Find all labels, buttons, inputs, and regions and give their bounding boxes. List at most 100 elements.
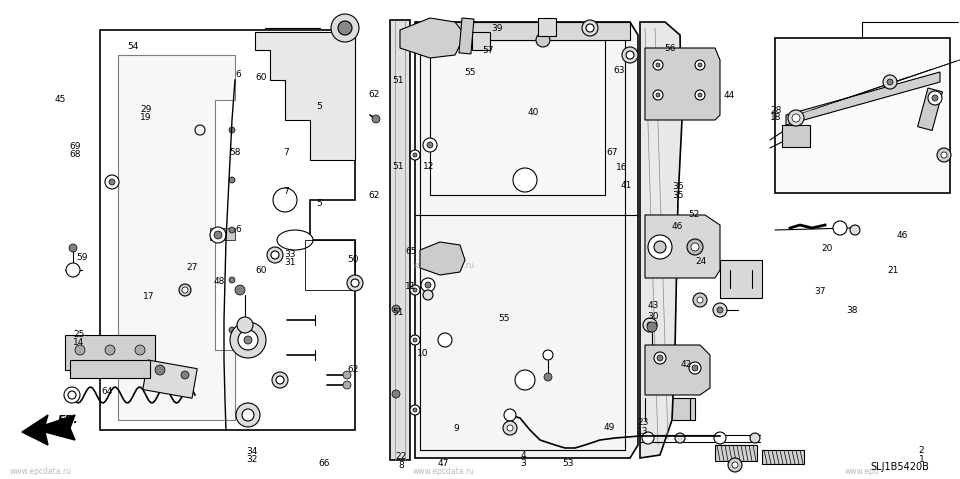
Text: 62: 62 — [348, 365, 359, 374]
Text: www.epcdata.ru: www.epcdata.ru — [413, 261, 475, 270]
Bar — [640, 398, 695, 420]
Text: 5: 5 — [316, 199, 322, 208]
Circle shape — [850, 225, 860, 235]
Text: 51: 51 — [393, 76, 404, 85]
Bar — [305, 240, 355, 290]
Text: 5: 5 — [316, 102, 322, 111]
Text: 28: 28 — [770, 106, 781, 114]
Circle shape — [507, 425, 513, 431]
Circle shape — [582, 20, 598, 36]
Circle shape — [237, 317, 253, 333]
Circle shape — [653, 90, 663, 100]
Circle shape — [654, 352, 666, 364]
Circle shape — [276, 376, 284, 384]
Circle shape — [244, 336, 252, 344]
Circle shape — [135, 345, 145, 355]
Text: 47: 47 — [438, 459, 449, 468]
Circle shape — [69, 244, 77, 252]
Text: 21: 21 — [887, 266, 899, 275]
Circle shape — [392, 305, 400, 313]
Circle shape — [229, 177, 235, 183]
Circle shape — [697, 297, 703, 303]
Text: 8: 8 — [398, 461, 404, 470]
Circle shape — [647, 322, 653, 328]
Circle shape — [656, 93, 660, 97]
Text: 57: 57 — [482, 46, 493, 55]
Circle shape — [932, 95, 938, 101]
Text: www.epcdata.ru: www.epcdata.ru — [10, 467, 72, 476]
Text: 37: 37 — [814, 287, 826, 296]
Polygon shape — [645, 345, 710, 395]
Circle shape — [210, 227, 226, 243]
Text: 60: 60 — [255, 73, 267, 82]
Text: www.epcdata.ru: www.epcdata.ru — [413, 467, 475, 476]
Circle shape — [267, 247, 283, 263]
Bar — [918, 88, 943, 130]
Text: 23: 23 — [637, 418, 649, 427]
Circle shape — [695, 60, 705, 70]
Polygon shape — [640, 22, 682, 458]
Circle shape — [109, 179, 115, 185]
Circle shape — [338, 21, 352, 35]
Text: 31: 31 — [284, 258, 296, 267]
Text: 53: 53 — [563, 459, 574, 468]
Polygon shape — [390, 20, 410, 460]
Circle shape — [717, 307, 723, 313]
Bar — [472, 32, 490, 50]
Circle shape — [648, 235, 672, 259]
Text: 25: 25 — [73, 330, 84, 339]
Circle shape — [928, 91, 942, 105]
Text: 40: 40 — [527, 108, 539, 117]
Text: 30: 30 — [647, 312, 659, 320]
Text: 7: 7 — [283, 148, 289, 157]
Circle shape — [229, 227, 235, 233]
Circle shape — [689, 362, 701, 374]
Text: 13: 13 — [637, 427, 649, 435]
Text: 42: 42 — [681, 360, 692, 368]
Text: 9: 9 — [453, 424, 459, 433]
Circle shape — [423, 290, 433, 300]
Circle shape — [657, 355, 663, 361]
Text: 27: 27 — [186, 263, 198, 272]
Text: 36: 36 — [672, 182, 684, 191]
Polygon shape — [22, 415, 75, 445]
Circle shape — [647, 322, 657, 332]
Text: 1: 1 — [919, 456, 924, 464]
Circle shape — [435, 27, 445, 37]
Circle shape — [351, 279, 359, 287]
Circle shape — [372, 115, 380, 123]
Circle shape — [238, 330, 258, 350]
Polygon shape — [118, 55, 235, 420]
Circle shape — [692, 365, 698, 371]
Circle shape — [392, 390, 400, 398]
Text: 4: 4 — [520, 451, 526, 459]
Text: 19: 19 — [140, 113, 152, 122]
Text: 18: 18 — [770, 113, 781, 122]
Circle shape — [230, 322, 266, 358]
Text: 24: 24 — [695, 257, 707, 265]
Circle shape — [792, 114, 800, 122]
Text: 56: 56 — [664, 45, 676, 53]
Circle shape — [236, 403, 260, 427]
Circle shape — [503, 421, 517, 435]
Circle shape — [698, 63, 702, 67]
Bar — [70, 360, 150, 378]
Text: 35: 35 — [672, 191, 684, 200]
Circle shape — [155, 365, 165, 375]
Circle shape — [941, 152, 947, 158]
Text: 62: 62 — [369, 191, 380, 200]
Circle shape — [504, 409, 516, 421]
Text: 39: 39 — [492, 24, 503, 33]
Bar — [715, 445, 757, 461]
Polygon shape — [786, 72, 940, 125]
Text: 10: 10 — [417, 349, 428, 358]
Text: 32: 32 — [246, 456, 257, 464]
Bar — [210, 228, 235, 240]
Text: 20: 20 — [822, 244, 833, 252]
Circle shape — [691, 243, 699, 251]
Text: FR.: FR. — [58, 415, 79, 425]
Circle shape — [105, 345, 115, 355]
Circle shape — [66, 263, 80, 277]
Circle shape — [643, 318, 657, 332]
Text: 22: 22 — [396, 452, 407, 460]
